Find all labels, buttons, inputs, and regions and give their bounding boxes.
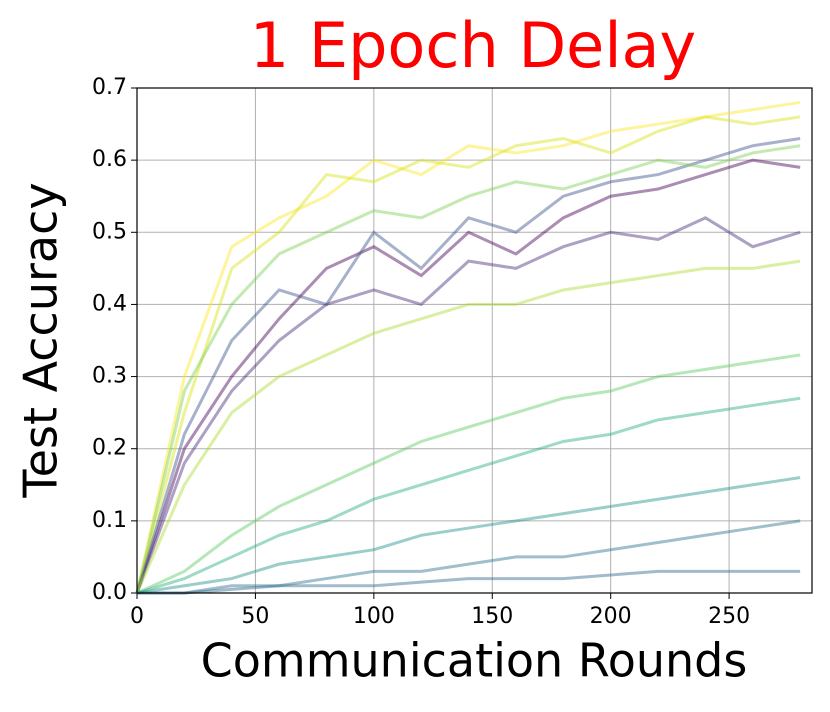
y-tick-label: 0.7	[92, 75, 127, 100]
y-tick-label: 0.4	[92, 291, 127, 316]
x-tick-label: 250	[708, 604, 750, 629]
x-axis-label: Communication Rounds	[201, 634, 748, 688]
series-line	[137, 569, 801, 595]
series-line	[135, 259, 801, 594]
series-line	[135, 144, 801, 594]
x-tick-label: 200	[590, 604, 632, 629]
x-tick-label: 150	[471, 604, 513, 629]
series-line	[135, 100, 801, 594]
series-line	[135, 216, 801, 594]
chart-title: 1 Epoch Delay	[250, 9, 697, 82]
x-tick-label: 100	[353, 604, 395, 629]
y-tick-label: 0.0	[92, 580, 127, 605]
y-tick-label: 0.1	[92, 508, 127, 533]
y-axis-label: Test Accuracy	[14, 182, 68, 498]
series-line	[136, 353, 801, 595]
series-line	[135, 115, 801, 594]
series-line	[136, 476, 801, 595]
series-line	[136, 396, 801, 595]
plot-frame	[136, 87, 813, 594]
x-tick-label: 0	[130, 604, 144, 629]
x-tick-label: 50	[241, 604, 269, 629]
series-line	[137, 519, 801, 595]
y-tick-label: 0.3	[92, 364, 127, 389]
y-tick-label: 0.5	[92, 219, 127, 244]
y-tick-label: 0.6	[92, 147, 127, 172]
series-line	[135, 158, 801, 594]
series-line	[135, 137, 801, 594]
y-tick-label: 0.2	[92, 436, 127, 461]
